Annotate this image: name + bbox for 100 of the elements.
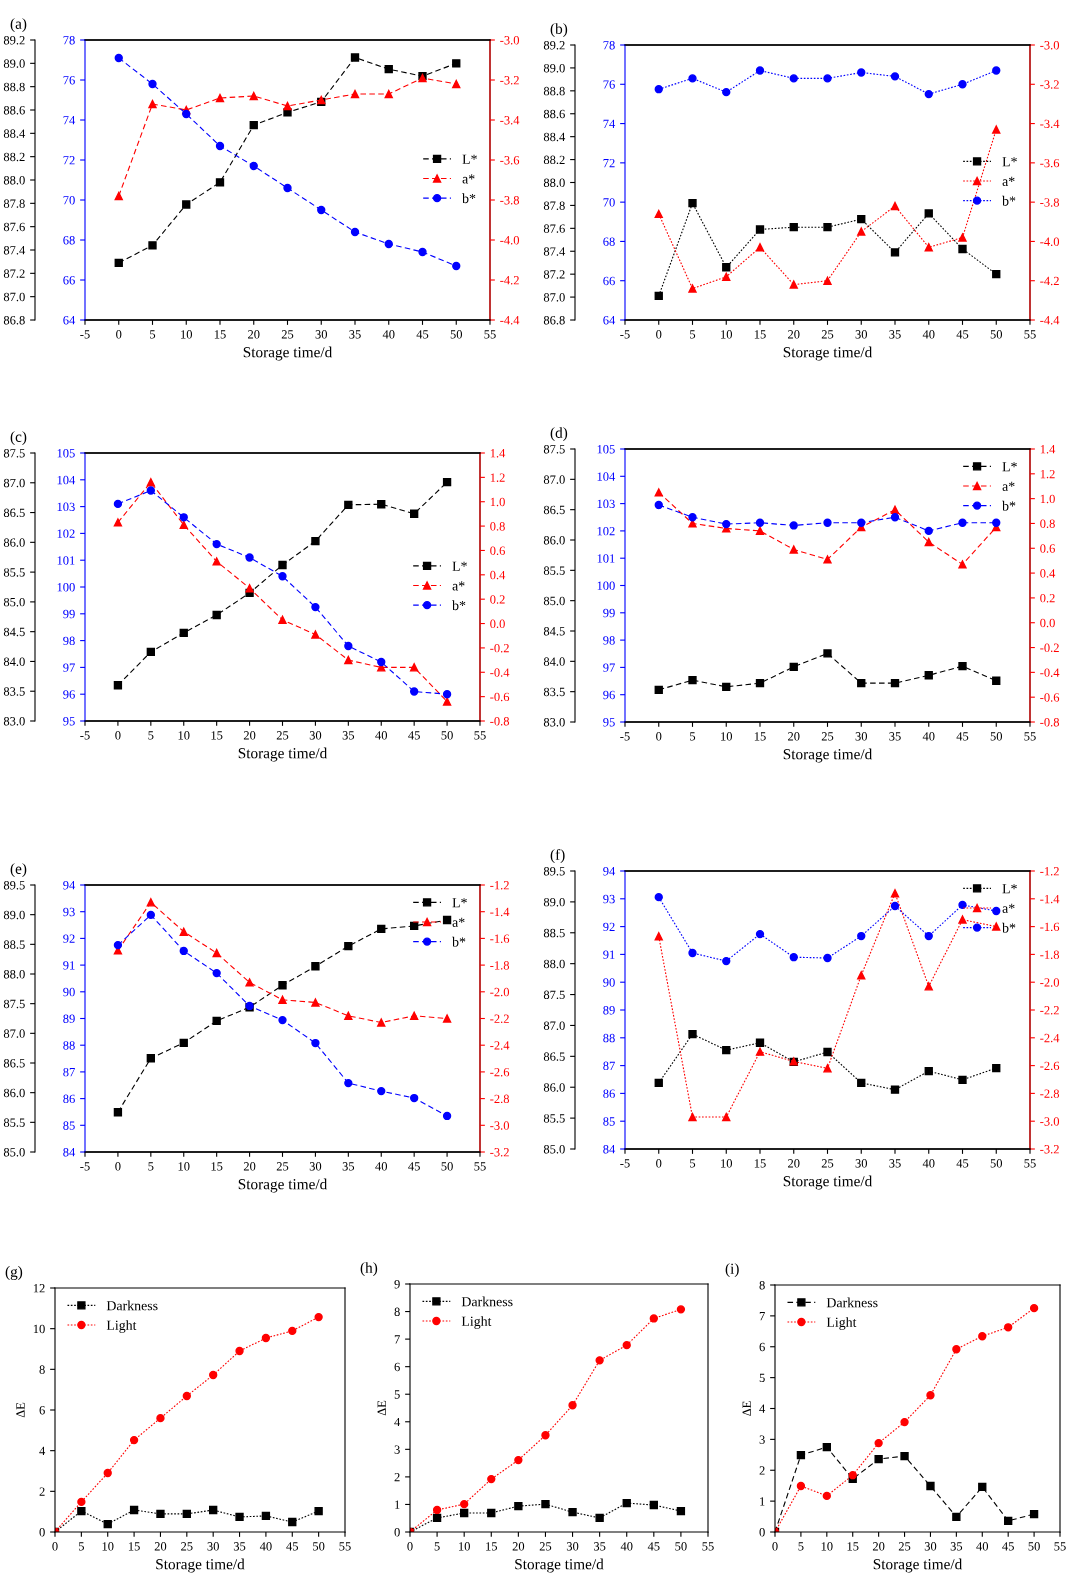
chart-title: (f) — [550, 848, 565, 863]
x-tick-label: -5 — [620, 1159, 630, 1168]
legend-label: b* — [1002, 500, 1016, 511]
y2-tick-label: -3.8 — [500, 196, 520, 205]
legend-label: b* — [462, 193, 476, 204]
y2-tick-label: -1.6 — [490, 934, 510, 943]
x-tick-label: 30 — [855, 330, 868, 339]
y2-tick-label: -1.4 — [490, 907, 510, 917]
y-tick-label: 86.0 — [543, 1083, 565, 1092]
y3-tick-label: 102 — [57, 529, 75, 538]
y-tick-label: 87.2 — [3, 269, 25, 278]
y3-tick-label: 102 — [597, 526, 615, 536]
y-tick-label: 8 — [394, 1307, 400, 1317]
x-tick-label: 40 — [375, 1162, 388, 1171]
y3-tick-label: 100 — [597, 581, 615, 590]
y2-tick-label: -2.0 — [490, 987, 510, 997]
x-tick-label: 5 — [690, 330, 696, 339]
x-tick-label: 5 — [690, 1159, 696, 1168]
y-tick-label: 2 — [759, 1466, 765, 1475]
y3-tick-label: 99 — [63, 609, 75, 619]
y-tick-label: 87.5 — [3, 449, 25, 458]
y-tick-label: 88.4 — [3, 129, 26, 138]
y-tick-label: 88.0 — [3, 176, 25, 185]
y-tick-label: 85.5 — [3, 568, 25, 577]
x-tick-label: 40 — [259, 1542, 272, 1551]
legend-label: L* — [1002, 462, 1017, 472]
x-tick-label: 5 — [148, 731, 154, 740]
x-tick-label: 30 — [855, 1159, 868, 1168]
y-tick-label: 88.0 — [3, 970, 25, 979]
x-tick-label: 5 — [690, 732, 696, 741]
x-tick-label: 15 — [486, 1542, 498, 1551]
y-tick-label: 88.6 — [543, 109, 565, 119]
legend-label: L* — [1002, 884, 1017, 894]
x-tick-label: 55 — [474, 731, 486, 740]
y-tick-label: 88.5 — [543, 928, 565, 938]
legend-label: Darkness — [106, 1300, 158, 1311]
y-tick-label: 84.0 — [3, 657, 25, 666]
legend-label: L* — [452, 561, 467, 571]
y3-tick-label: 68 — [63, 236, 75, 245]
x-tick-label: 40 — [382, 330, 395, 339]
y-tick-label: 89.5 — [3, 881, 25, 890]
x-tick-label: 55 — [1054, 1542, 1066, 1551]
y-tick-label: 6 — [39, 1406, 45, 1415]
x-axis-title: Storage time/d — [783, 346, 873, 361]
chart-title: (d) — [550, 427, 568, 441]
y2-tick-label: -1.2 — [490, 881, 509, 890]
x-tick-label: 10 — [178, 1162, 190, 1171]
y-tick-label: 88.4 — [543, 132, 566, 142]
x-axis-title: Storage time/d — [783, 748, 873, 763]
x-tick-label: 10 — [721, 732, 733, 741]
y3-tick-label: 74 — [603, 119, 616, 128]
y-tick-label: 87.4 — [3, 246, 26, 255]
y-tick-label: 0 — [39, 1528, 45, 1537]
x-tick-label: 35 — [889, 1159, 901, 1168]
x-tick-label: -5 — [620, 732, 630, 741]
y2-tick-label: -2.6 — [1040, 1061, 1060, 1071]
y2-tick-label: 0.2 — [490, 595, 505, 604]
y-tick-label: 86.5 — [543, 505, 565, 515]
y2-tick-label: -3.6 — [500, 156, 520, 165]
y3-tick-label: 66 — [63, 276, 75, 285]
y2-tick-label: -0.6 — [1040, 693, 1060, 702]
x-tick-label: 20 — [788, 1159, 800, 1168]
x-tick-label: 55 — [702, 1542, 714, 1551]
y3-tick-label: 101 — [597, 554, 615, 563]
y3-tick-label: 68 — [603, 237, 615, 246]
x-tick-label: 20 — [788, 330, 800, 339]
y2-tick-label: -3.0 — [1040, 41, 1060, 50]
x-tick-label: 55 — [339, 1542, 351, 1551]
x-tick-label: 10 — [181, 330, 193, 339]
x-tick-label: 5 — [150, 330, 156, 339]
chart-title: (g) — [5, 1266, 23, 1280]
y3-tick-label: 87 — [63, 1067, 75, 1077]
x-tick-label: 50 — [441, 731, 453, 740]
y-tick-label: 9 — [394, 1280, 400, 1289]
x-axis-title: Storage time/d — [238, 747, 328, 762]
y-tick-label: 84.5 — [543, 627, 565, 636]
y-tick-label: 89.0 — [543, 63, 565, 73]
x-tick-label: 45 — [956, 732, 969, 741]
legend-label: a* — [1002, 481, 1015, 491]
x-tick-label: 15 — [214, 330, 226, 339]
chart-title: (h) — [360, 1262, 378, 1276]
y-tick-label: 84.0 — [543, 657, 565, 666]
x-tick-label: 45 — [416, 330, 429, 339]
y2-tick-label: 0.6 — [490, 546, 505, 555]
y-tick-label: 12 — [33, 1284, 45, 1293]
y-tick-label: 85.5 — [543, 566, 565, 575]
y3-tick-label: 64 — [63, 316, 76, 325]
y-tick-label: 85.5 — [543, 1114, 565, 1123]
x-tick-label: 25 — [276, 1162, 289, 1171]
x-tick-label: 20 — [154, 1542, 167, 1551]
y3-tick-label: 100 — [57, 583, 75, 592]
y-tick-label: 85.0 — [543, 1145, 565, 1154]
y2-tick-label: -3.4 — [500, 116, 520, 125]
y3-tick-label: 86 — [63, 1094, 75, 1104]
y2-tick-label: -3.4 — [1040, 119, 1060, 129]
y-tick-label: 87.8 — [543, 201, 565, 210]
x-tick-label: 50 — [990, 330, 1003, 339]
y-tick-label: 85.0 — [543, 596, 565, 606]
y3-tick-label: 92 — [603, 922, 615, 932]
legend-label: L* — [462, 154, 477, 164]
